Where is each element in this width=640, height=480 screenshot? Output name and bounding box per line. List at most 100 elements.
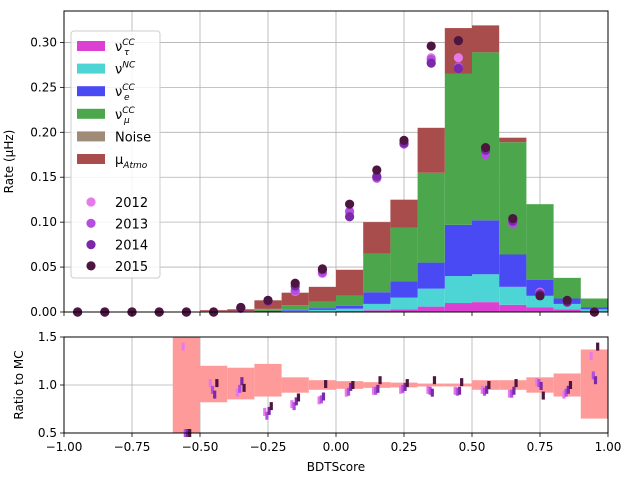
ratio-marker — [215, 379, 219, 388]
stack-bar — [526, 307, 554, 312]
stack-bar — [472, 25, 500, 53]
stack-bar — [526, 295, 554, 308]
ratio-marker — [426, 385, 430, 394]
y-tick-label: 1.0 — [38, 378, 57, 392]
stack-bar — [336, 269, 364, 296]
stack-bar — [417, 127, 445, 173]
legend-label: νCC e — [115, 83, 136, 103]
mc-uncertainty-band — [553, 373, 581, 397]
stack-bar — [472, 220, 500, 275]
data-point — [372, 165, 382, 175]
ratio-marker — [294, 397, 298, 406]
legend-label-sup: NC — [122, 61, 136, 71]
data-point — [562, 295, 572, 305]
legend-label-sup: CC — [122, 38, 135, 48]
stack-bar — [281, 305, 309, 310]
stack-bar — [390, 309, 418, 312]
mc-uncertainty-band — [444, 383, 472, 387]
ratio-marker — [351, 381, 355, 389]
stack-bar — [553, 309, 581, 312]
y-tick-label: 0.10 — [30, 215, 57, 229]
mc-uncertainty-band — [281, 377, 309, 393]
stack-bar — [499, 254, 527, 287]
stack-bar — [417, 288, 445, 307]
legend-label: μAtmo — [115, 153, 148, 171]
ratio-marker — [235, 388, 240, 397]
x-tick-label: −0.75 — [114, 440, 151, 454]
stack-bar — [499, 304, 527, 312]
data-point — [453, 53, 463, 63]
stack-bar — [308, 286, 336, 302]
legend-label-main: ν — [115, 108, 122, 123]
stack-bar — [363, 292, 391, 304]
ratio-marker — [507, 389, 512, 398]
x-tick-label: 0.50 — [459, 440, 486, 454]
stack-bar — [390, 227, 418, 282]
legend-swatch — [77, 154, 105, 164]
stack-bar — [363, 222, 391, 254]
legend-marker — [86, 261, 96, 271]
stack-bar — [472, 302, 500, 312]
stack-bar — [417, 306, 445, 312]
y-tick-label: 0.00 — [30, 305, 57, 319]
ratio-panel: −1.00 −0.75 −0.50 −0.25 0.00 0.25 0.50 0.75 1.00… — [12, 330, 621, 474]
mc-uncertainty-band — [472, 380, 500, 390]
mc-uncertainty-band — [417, 383, 445, 387]
mc-uncertainty-band — [308, 380, 336, 390]
data-point — [508, 213, 518, 224]
ratio-marker — [399, 385, 403, 394]
ratio-marker — [539, 381, 543, 390]
legend-swatch — [77, 131, 105, 142]
stack-bar — [417, 262, 445, 289]
legend-label-sup: CC — [122, 83, 135, 93]
ratio-marker — [593, 376, 598, 385]
ratio-marker — [292, 402, 296, 411]
ratio-marker — [210, 385, 215, 394]
stack-bar — [417, 172, 445, 263]
ratio-marker — [267, 406, 271, 415]
y-tick-label: 0.15 — [30, 170, 57, 184]
x-tick-label: −0.25 — [250, 440, 287, 454]
stack-bar — [553, 277, 581, 299]
stack-bar — [254, 310, 282, 312]
legend-label-sub: e — [124, 93, 130, 103]
stack-bar — [254, 309, 282, 311]
data-point — [426, 41, 436, 51]
x-tick-label: 1.00 — [595, 440, 622, 454]
legend-label-sup: CC — [122, 106, 135, 116]
ratio-marker — [213, 390, 217, 399]
legend-label-sub: Atmo — [122, 161, 147, 171]
stack-bar — [472, 52, 500, 221]
stack-bar — [281, 309, 309, 311]
mc-uncertainty-band — [499, 380, 527, 390]
ratio-marker — [208, 379, 212, 388]
data-point — [263, 295, 273, 305]
legend-swatch — [77, 41, 105, 51]
legend-label: νCC μ — [115, 106, 136, 126]
stack-bar — [336, 308, 364, 311]
y-tick-label: 0.05 — [30, 260, 57, 274]
ratio-marker — [371, 386, 376, 395]
ratio-marker — [453, 386, 457, 395]
legend-label: 2015 — [115, 260, 148, 275]
stack-bar — [363, 310, 391, 312]
stack-bar — [499, 137, 527, 143]
ratio-marker — [428, 386, 432, 395]
data-point — [345, 199, 355, 209]
legend-swatch — [77, 63, 105, 74]
x-tick-label: 0.25 — [391, 440, 418, 454]
ratio-marker — [290, 400, 294, 409]
ratio-marker — [344, 388, 348, 397]
stack-bar — [363, 253, 391, 293]
x-tick-label: −0.50 — [182, 440, 219, 454]
legend-marker — [86, 240, 96, 250]
stack-bar — [444, 276, 472, 304]
ratio-marker — [482, 387, 487, 396]
legend-marker — [86, 218, 96, 228]
legend-label-main: ν — [115, 63, 122, 78]
ratio-marker — [460, 378, 464, 387]
data-point — [236, 302, 246, 313]
stack-bar — [336, 305, 364, 309]
legend-label: νCC τ — [115, 38, 136, 58]
ratio-marker — [432, 376, 437, 385]
